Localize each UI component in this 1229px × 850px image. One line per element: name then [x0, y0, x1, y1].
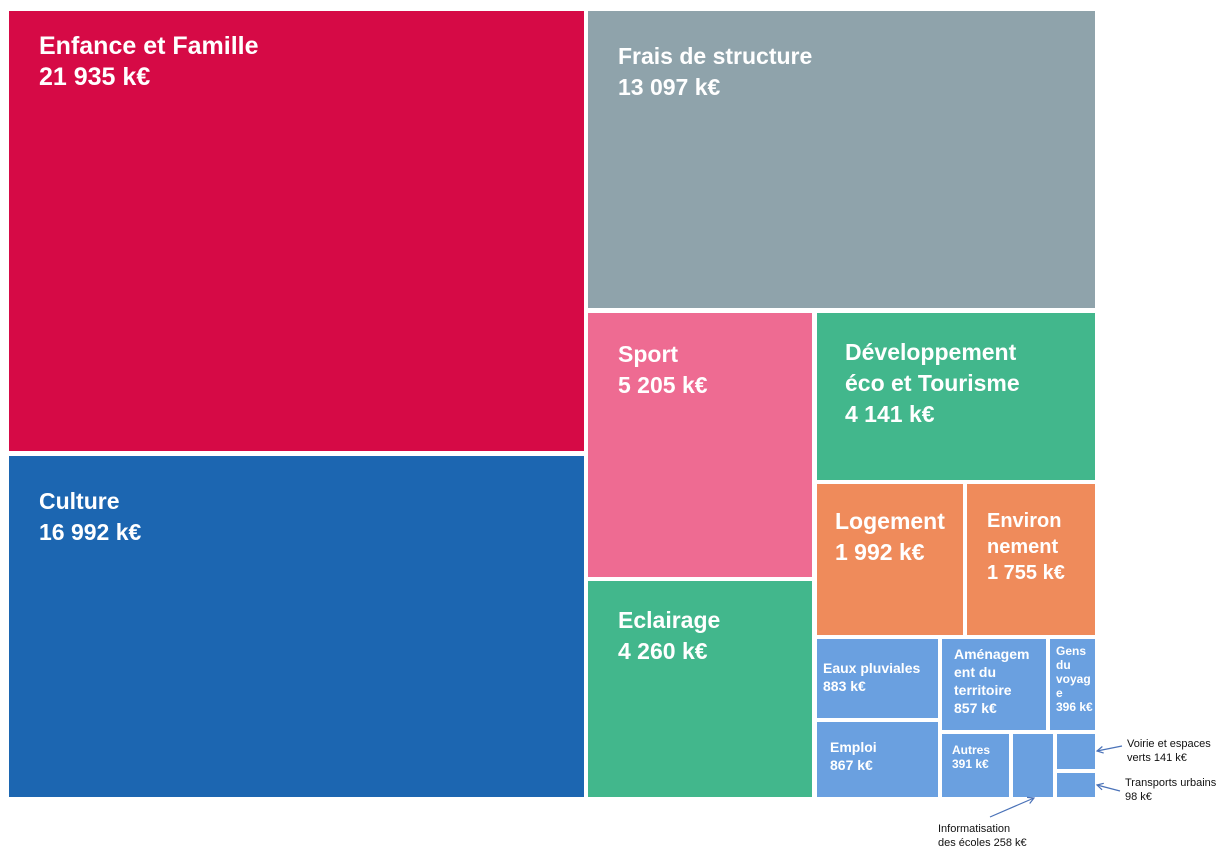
tile-value: 21 935 k€	[39, 63, 151, 91]
tile-value: 867 k€	[830, 757, 873, 773]
tile-value: 13 097 k€	[618, 74, 721, 100]
treemap-tile: Logement 1 992 k€	[817, 484, 963, 635]
tile-label: Développement éco et Tourisme	[845, 339, 1020, 396]
tile-label: Environ nement	[987, 510, 1062, 558]
treemap-tile: Sport 5 205 k€	[588, 313, 812, 577]
treemap-tile	[1057, 773, 1095, 797]
treemap-tile: Frais de structure 13 097 k€	[588, 11, 1095, 308]
tile-value: 1 755 k€	[987, 562, 1065, 584]
treemap-tile	[1057, 734, 1095, 769]
callout-label: Voirie et espaces verts 141 k€	[1127, 738, 1211, 764]
tile-label: Culture	[39, 488, 120, 514]
tile-value: 883 k€	[823, 678, 866, 694]
treemap-tile: Enfance et Famille 21 935 k€	[9, 11, 584, 451]
tile-value: 396 k€	[1056, 700, 1093, 714]
tile-value: 5 205 k€	[618, 372, 708, 398]
tile-value: 4 141 k€	[845, 401, 935, 427]
treemap-tile: Gens du voyag e 396 k€	[1050, 639, 1095, 730]
tile-value: 1 992 k€	[835, 539, 925, 565]
treemap-tile: Développement éco et Tourisme 4 141 k€	[817, 313, 1095, 480]
tile-value: 4 260 k€	[618, 638, 708, 664]
tile-value: 16 992 k€	[39, 519, 142, 545]
treemap-tile: Eclairage 4 260 k€	[588, 581, 812, 797]
callout-label: Transports urbains 98 k€	[1125, 777, 1217, 803]
tile-label: Sport	[618, 341, 679, 367]
tile-label: Eclairage	[618, 607, 721, 633]
tile-value: 391 k€	[952, 757, 989, 771]
treemap-tile: Emploi 867 k€	[817, 722, 938, 797]
treemap-tile: Environ nement 1 755 k€	[967, 484, 1095, 635]
callout-label: Informatisation des écoles 258 k€	[938, 823, 1027, 849]
tile-label: Frais de structure	[618, 43, 813, 69]
treemap-tile	[1013, 734, 1053, 797]
tile-label: Emploi	[830, 739, 877, 755]
treemap-tile: Culture 16 992 k€	[9, 456, 584, 797]
tile-label: Autres	[952, 743, 991, 757]
treemap-tile: Eaux pluviales 883 k€	[817, 639, 938, 718]
tile-label: Logement	[835, 508, 945, 534]
tile-label: Aménagem ent du territoire	[954, 646, 1030, 698]
tile-label: Eaux pluviales	[823, 660, 921, 676]
tile-value: 857 k€	[954, 700, 997, 716]
tile-label: Enfance et Famille	[39, 32, 259, 60]
tile-label: Gens du voyag e	[1056, 644, 1091, 700]
treemap-tile: Autres 391 k€	[942, 734, 1009, 797]
treemap-tile: Aménagem ent du territoire 857 k€	[942, 639, 1046, 730]
